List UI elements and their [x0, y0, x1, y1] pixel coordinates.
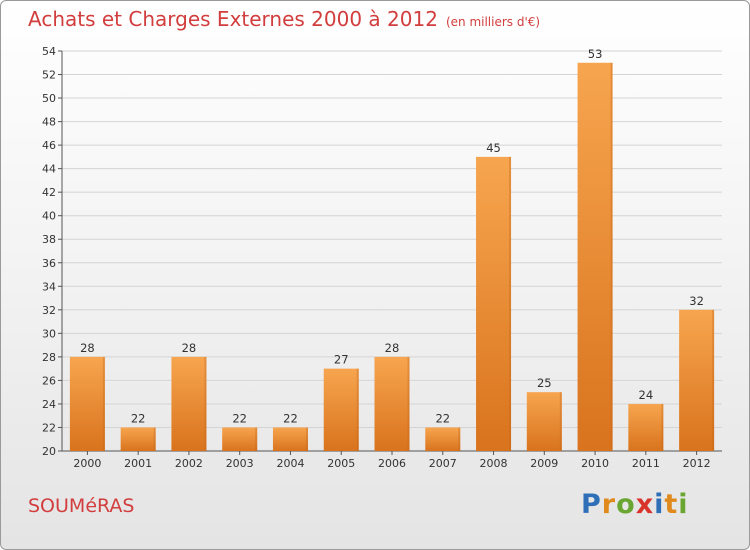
bar-shade: [509, 156, 512, 451]
bar-2007: [425, 427, 461, 451]
bar-shade: [559, 392, 562, 451]
value-label: 27: [334, 353, 349, 367]
y-tick-label: 54: [42, 45, 56, 58]
y-tick-label: 32: [42, 304, 56, 317]
bar-2000: [69, 356, 105, 451]
chart-title-text: Achats et Charges Externes 2000 à 2012: [28, 7, 438, 31]
y-tick-label: 26: [42, 374, 56, 387]
value-label: 22: [232, 411, 247, 425]
bar-2011: [628, 403, 664, 451]
logo-letter: r: [601, 489, 617, 520]
y-tick-label: 30: [42, 327, 56, 340]
proxiti-logo: Proxiti: [581, 489, 689, 520]
x-tick-label: 2001: [124, 457, 152, 470]
bar-shade: [255, 427, 258, 451]
value-label: 45: [486, 141, 501, 155]
logo-letter: P: [581, 489, 602, 520]
y-tick-label: 52: [42, 69, 56, 82]
x-tick-label: 2006: [378, 457, 406, 470]
bar-shade: [712, 309, 715, 451]
x-tick-label: 2005: [327, 457, 355, 470]
y-tick-label: 46: [42, 139, 56, 152]
logo-letter: x: [635, 489, 655, 520]
bar-2006: [374, 356, 410, 451]
bar-2009: [526, 392, 562, 451]
value-label: 28: [182, 341, 197, 355]
logo-letter: o: [616, 489, 636, 520]
value-label: 22: [283, 411, 298, 425]
y-tick-label: 34: [42, 280, 56, 293]
bar-shade: [305, 427, 308, 451]
bar-2012: [679, 309, 715, 451]
value-label: 22: [435, 411, 450, 425]
bar-shade: [661, 403, 664, 451]
bar-2008: [476, 156, 512, 451]
x-tick-label: 2011: [632, 457, 660, 470]
value-label: 28: [385, 341, 400, 355]
y-tick-label: 36: [42, 257, 56, 270]
y-tick-label: 24: [42, 398, 56, 411]
y-tick-label: 50: [42, 92, 56, 105]
x-tick-label: 2012: [683, 457, 711, 470]
bar-shade: [407, 356, 410, 451]
bar-2004: [272, 427, 308, 451]
x-tick-label: 2008: [480, 457, 508, 470]
value-label: 32: [689, 294, 704, 308]
y-tick-label: 38: [42, 233, 56, 246]
logo-letter: i: [678, 489, 689, 520]
value-label: 25: [537, 376, 552, 390]
y-tick-label: 20: [42, 445, 56, 458]
x-tick-label: 2010: [581, 457, 609, 470]
bar-2010: [577, 62, 613, 451]
bar-2001: [120, 427, 156, 451]
x-tick-label: 2009: [530, 457, 558, 470]
value-label: 24: [639, 388, 654, 402]
bar-shade: [610, 62, 613, 451]
logo-letter: t: [664, 489, 679, 520]
logo-letter: i: [654, 489, 665, 520]
value-label: 53: [588, 47, 603, 61]
bar-2005: [323, 368, 359, 451]
bar-2003: [222, 427, 258, 451]
bar-shade: [204, 356, 207, 451]
x-tick-label: 2007: [429, 457, 457, 470]
bar-shade: [102, 356, 105, 451]
y-tick-label: 28: [42, 351, 56, 364]
bar-shade: [356, 368, 359, 451]
bar-2002: [171, 356, 207, 451]
bars: [69, 62, 715, 451]
x-tick-label: 2003: [226, 457, 254, 470]
x-tick-label: 2002: [175, 457, 203, 470]
bar-shade: [153, 427, 156, 451]
chart-title: Achats et Charges Externes 2000 à 2012 (e…: [28, 7, 540, 31]
y-tick-label: 48: [42, 116, 56, 129]
bar-shade: [458, 427, 461, 451]
y-tick-label: 22: [42, 421, 56, 434]
labels: 20 22 24 26 28 30 32 34 36 38 40 42 44 46 48 50 52 54 28 20…: [42, 45, 711, 470]
value-label: 22: [131, 411, 146, 425]
x-tick-label: 2000: [73, 457, 101, 470]
value-label: 28: [80, 341, 95, 355]
y-tick-label: 40: [42, 210, 56, 223]
y-tick-label: 44: [42, 163, 56, 176]
chart-subtitle: (en milliers d'€): [445, 15, 541, 29]
y-tick-label: 42: [42, 186, 56, 199]
town-name: SOUMéRAS: [28, 495, 135, 517]
x-tick-label: 2004: [276, 457, 304, 470]
